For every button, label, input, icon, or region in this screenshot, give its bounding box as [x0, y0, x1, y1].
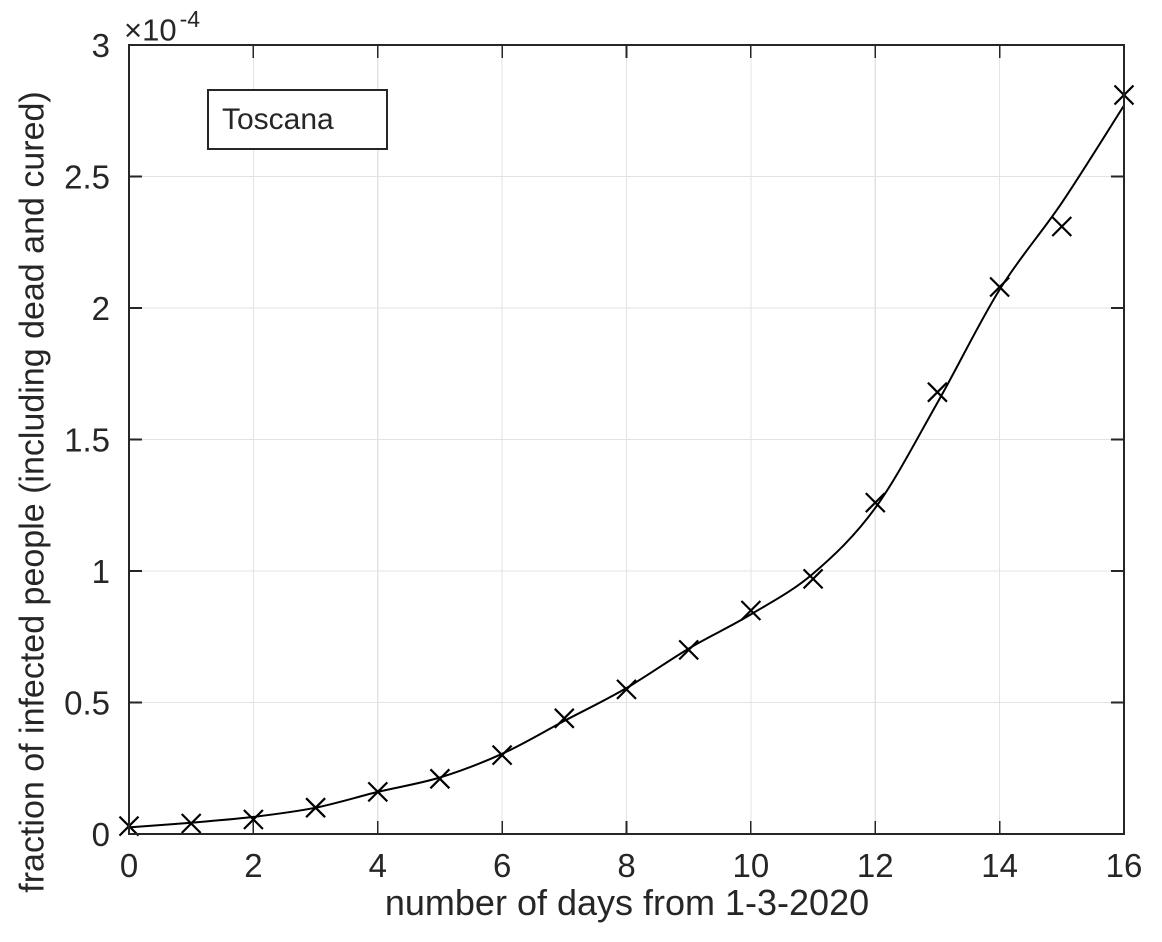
x-tick-label: 6	[493, 847, 511, 884]
y-axis-exponent-label: ×10 -4	[124, 6, 201, 48]
tick-label-layer: 0 2 4 6 8 10 12 14 16 0 0.5 1 1.5 2 2.5 3	[64, 27, 1142, 884]
y-axis-label: fraction of infected people (including d…	[13, 91, 52, 893]
legend-label: Toscana	[222, 102, 334, 136]
y-tick-label: 1	[92, 553, 110, 590]
y-tick-label: 2	[92, 290, 110, 327]
exponent-power: -4	[179, 6, 201, 32]
x-tick-label: 10	[733, 847, 770, 884]
y-tick-label: 2.5	[64, 159, 110, 196]
y-tick-label: 0.5	[64, 685, 110, 722]
y-tick-label: 0	[92, 816, 110, 853]
x-tick-label: 8	[617, 847, 635, 884]
axes-layer	[128, 44, 1125, 835]
x-tick-label: 12	[857, 847, 894, 884]
x-tick-label: 16	[1106, 847, 1143, 884]
x-tick-label: 0	[120, 847, 138, 884]
exponent-base: ×10	[124, 12, 177, 48]
x-tick-label: 4	[369, 847, 387, 884]
x-tick-label: 14	[981, 847, 1018, 884]
x-tick-label: 2	[244, 847, 262, 884]
legend: Toscana	[207, 89, 388, 150]
y-tick-label: 3	[92, 27, 110, 64]
grid-layer	[128, 44, 1125, 835]
y-tick-label: 1.5	[64, 422, 110, 459]
x-axis-label: number of days from 1-3-2020	[384, 882, 870, 923]
